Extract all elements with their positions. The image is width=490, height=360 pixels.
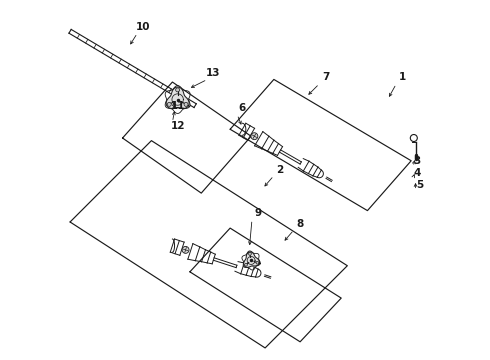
Text: 12: 12: [171, 121, 185, 131]
Circle shape: [184, 102, 188, 106]
Text: 8: 8: [296, 219, 304, 229]
Text: 13: 13: [205, 68, 220, 78]
Text: 9: 9: [255, 208, 262, 218]
Text: 6: 6: [239, 103, 246, 113]
Text: 11: 11: [171, 101, 185, 111]
Text: 2: 2: [276, 165, 284, 175]
Circle shape: [248, 252, 251, 255]
Text: 5: 5: [416, 180, 423, 190]
Text: 3: 3: [414, 156, 421, 166]
Text: 4: 4: [414, 168, 421, 178]
Circle shape: [251, 133, 258, 140]
Polygon shape: [244, 252, 259, 267]
Polygon shape: [166, 87, 189, 108]
Circle shape: [256, 261, 259, 264]
Text: 1: 1: [399, 72, 406, 82]
Circle shape: [167, 102, 171, 106]
Circle shape: [175, 88, 180, 92]
Circle shape: [245, 264, 247, 266]
Circle shape: [182, 246, 189, 253]
Text: 7: 7: [322, 72, 330, 82]
Text: 10: 10: [135, 22, 150, 32]
